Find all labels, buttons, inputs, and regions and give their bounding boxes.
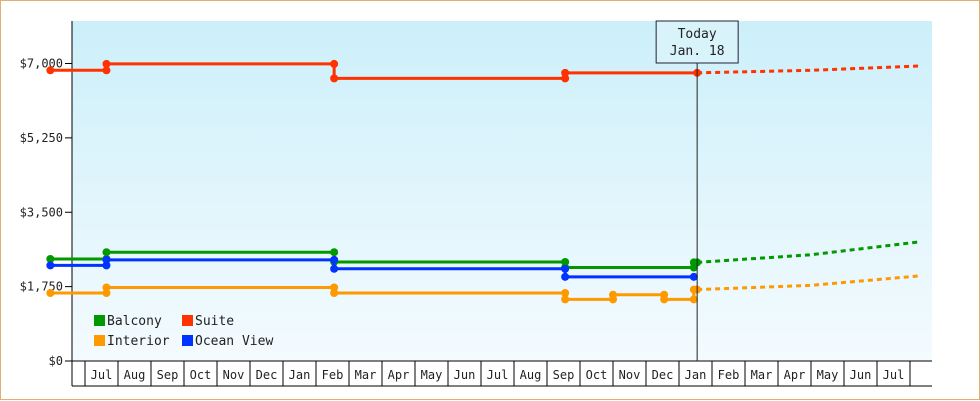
legend-label: Interior	[107, 334, 170, 349]
x-month-label: Sep	[553, 368, 575, 382]
legend-swatch	[182, 315, 193, 326]
legend-label: Ocean View	[195, 334, 273, 349]
data-point	[561, 68, 570, 77]
x-month-label: Nov	[619, 368, 641, 382]
data-point	[102, 283, 111, 292]
x-month-label: Apr	[784, 368, 806, 382]
plot-background	[72, 21, 932, 361]
data-point	[330, 74, 339, 83]
series-forecast-interior	[697, 274, 919, 292]
x-month-label: Jul	[91, 368, 113, 382]
x-month-label: Nov	[223, 368, 245, 382]
data-point	[330, 255, 339, 264]
series-forecast-suite	[697, 64, 919, 75]
data-point	[102, 66, 111, 75]
legend-swatch	[182, 335, 193, 346]
data-point	[46, 255, 55, 263]
data-point	[609, 290, 617, 299]
data-point	[561, 295, 570, 304]
legend-label: Suite	[195, 314, 234, 329]
x-month-label: Jan	[685, 368, 707, 382]
today-label-line2: Jan. 18	[670, 44, 725, 59]
x-month-label: Feb	[718, 368, 740, 382]
x-month-label: Aug	[124, 368, 146, 382]
x-month-label: Mar	[355, 368, 377, 382]
y-tick-label: $7,000	[20, 57, 63, 71]
x-month-label: Oct	[190, 368, 212, 382]
data-point	[689, 272, 698, 281]
data-point	[689, 295, 698, 304]
data-point	[330, 59, 339, 68]
data-point	[330, 248, 339, 257]
x-month-label: May	[817, 368, 839, 382]
data-point	[561, 272, 570, 281]
data-point	[561, 264, 570, 273]
x-month-label: Jun	[850, 368, 872, 382]
data-point	[102, 248, 111, 257]
x-month-label: Feb	[322, 368, 344, 382]
data-point	[561, 289, 570, 297]
x-month-label: Aug	[520, 368, 542, 382]
legend-swatch	[94, 315, 105, 326]
x-month-label: Dec	[256, 368, 278, 382]
legend-swatch	[94, 335, 105, 346]
data-point	[330, 289, 339, 297]
x-month-label: Oct	[586, 368, 608, 382]
data-point	[330, 283, 339, 292]
x-month-label: May	[421, 368, 443, 382]
x-month-label: Jun	[454, 368, 476, 382]
today-label-line1: Today	[678, 27, 717, 42]
data-point	[102, 59, 111, 68]
data-point	[46, 289, 55, 297]
x-month-label: Jan	[289, 368, 311, 382]
y-tick-label: $5,250	[20, 131, 63, 145]
data-point	[102, 255, 111, 264]
x-month-label: Jul	[487, 368, 509, 382]
series-forecast-balcony	[697, 240, 919, 264]
today-callout-box	[655, 20, 739, 64]
data-point	[561, 74, 570, 83]
data-point	[46, 66, 55, 75]
data-point	[102, 261, 111, 270]
data-point	[46, 261, 55, 270]
series-line-interior	[50, 285, 698, 301]
y-tick-label: $0	[49, 354, 63, 368]
x-month-label: Sep	[157, 368, 179, 382]
x-month-label: Jul	[883, 368, 905, 382]
data-point	[330, 264, 339, 273]
data-point	[102, 289, 111, 297]
data-point	[660, 295, 669, 304]
x-month-label: Dec	[652, 368, 674, 382]
x-month-label: Mar	[751, 368, 773, 382]
legend-label: Balcony	[107, 314, 162, 329]
data-point	[561, 257, 570, 266]
x-month-label: Apr	[388, 368, 410, 382]
y-tick-label: $3,500	[20, 205, 63, 219]
